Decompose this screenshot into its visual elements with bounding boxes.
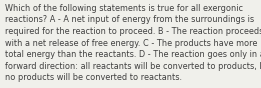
Text: with a net release of free energy. C - The products have more: with a net release of free energy. C - T… <box>5 39 257 48</box>
Text: required for the reaction to proceed. B - The reaction proceeds: required for the reaction to proceed. B … <box>5 27 261 36</box>
Text: no products will be converted to reactants.: no products will be converted to reactan… <box>5 73 182 82</box>
Text: reactions? A - A net input of energy from the surroundings is: reactions? A - A net input of energy fro… <box>5 15 254 24</box>
Text: Which of the following statements is true for all exergonic: Which of the following statements is tru… <box>5 4 243 13</box>
Text: total energy than the reactants. D - The reaction goes only in a: total energy than the reactants. D - The… <box>5 50 261 59</box>
Text: forward direction: all reactants will be converted to products, but: forward direction: all reactants will be… <box>5 62 261 71</box>
